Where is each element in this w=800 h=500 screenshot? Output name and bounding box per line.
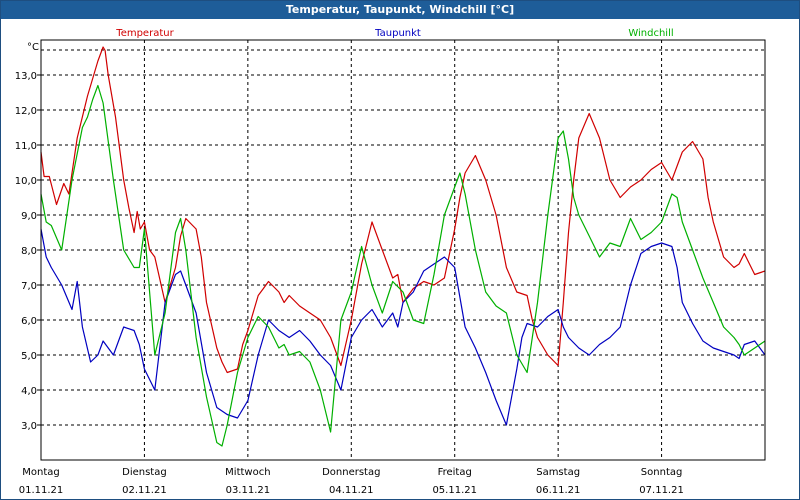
x-tick-day: Dienstag: [122, 467, 167, 478]
x-tick-date: 04.11.21: [329, 485, 374, 496]
plot-frame: [40, 39, 766, 461]
y-tick-label: 6,0: [21, 316, 37, 327]
series-line-windchill: [40, 84, 766, 447]
legend-item-windchill: Windchill: [628, 28, 673, 39]
y-axis-label: °C: [27, 42, 39, 53]
y-tick-label: 5,0: [21, 351, 37, 362]
x-tick-day: Mittwoch: [225, 467, 270, 478]
y-tick-label: 12,0: [15, 106, 37, 117]
x-tick-date: 07.11.21: [639, 485, 684, 496]
x-tick-day: Sonntag: [641, 467, 683, 478]
legend-item-temperatur: Temperatur: [115, 28, 174, 39]
x-tick-date: 06.11.21: [536, 485, 581, 496]
legend-item-taupunkt: Taupunkt: [374, 28, 421, 39]
x-tick-day: Samstag: [536, 467, 580, 478]
x-tick-date: 03.11.21: [226, 485, 271, 496]
window-title: Temperatur, Taupunkt, Windchill [°C]: [1, 1, 799, 19]
y-tick-label: 11,0: [15, 141, 37, 152]
y-tick-label: 8,0: [21, 246, 37, 257]
x-tick-day: Montag: [22, 467, 59, 478]
x-tick-day: Freitag: [438, 467, 472, 478]
legend: Temperatur Taupunkt Windchill: [115, 28, 673, 39]
x-tick-date: 02.11.21: [122, 485, 167, 496]
y-tick-label: 4,0: [21, 386, 37, 397]
y-tick-label: 9,0: [21, 211, 37, 222]
y-tick-labels: 13,0 12,0 11,0 10,0 9,0 8,0 7,0 6,0 5,0 4,0 3,0: [15, 71, 37, 432]
y-tick-label: 7,0: [21, 281, 37, 292]
x-tick-day: Donnerstag: [322, 467, 380, 478]
y-tick-label: 10,0: [15, 176, 37, 187]
chart-svg: °C 13,0 12,0 11,0 10,0 9,0 8,0 7,0 6,0 5,0 4,0 3,0…: [15, 28, 766, 496]
y-tick-label: 3,0: [21, 421, 37, 432]
y-tick-label: 13,0: [15, 71, 37, 82]
series-line-taupunkt: [40, 228, 766, 426]
x-tick-labels: Montag 01.11.21 Dienstag 02.11.21 Mittwoch 03…: [19, 467, 684, 496]
series-lines: [40, 46, 766, 447]
series-line-temperatur: [40, 46, 766, 374]
x-tick-date: 05.11.21: [432, 485, 477, 496]
x-tick-date: 01.11.21: [19, 485, 64, 496]
